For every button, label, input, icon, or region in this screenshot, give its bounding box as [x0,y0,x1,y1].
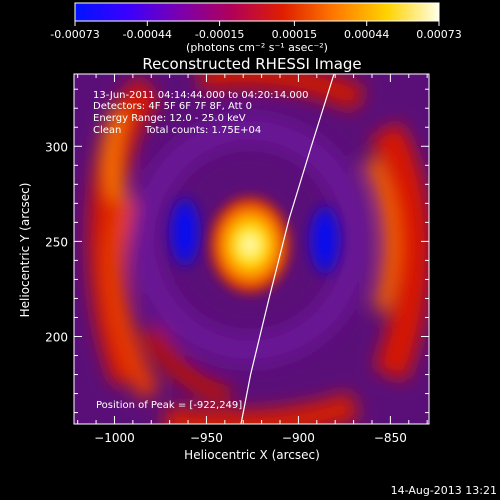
heatmap-blue-lobes [169,198,341,274]
colorbar-ticks: -0.00073 -0.00044 -0.00015 0.00015 0.00044 0.… [50,21,462,41]
annotation-block: 13-Jun-2011 04:14:44.000 to 04:20:14.000… [93,90,309,411]
heatmap-ring [88,74,429,424]
colorbar-tick-label: 0.00015 [272,28,318,41]
colorbar-units-label: (photons cm⁻² s⁻¹ asec⁻²) [186,41,328,54]
plot-frame [73,73,430,425]
colorbar-tick-label: -0.00073 [50,28,99,41]
colorbar-tick-label: -0.00044 [123,28,172,41]
time-range-text: 13-Jun-2011 04:14:44.000 to 04:20:14.000 [93,90,309,101]
heatmap-image [74,74,429,424]
y-tick-label: 300 [45,140,68,154]
chart-title: Reconstructed RHESSI Image [142,55,361,73]
total-counts-text: Total counts: 1.75E+04 [144,125,261,136]
x-tick-label: −1000 [94,431,135,445]
peak-position-text: Position of Peak = [-922,249] [96,400,242,411]
energy-range-text: Energy Range: 12.0 - 25.0 keV [93,113,246,124]
plot-timestamp: 14-Aug-2013 13:21 [391,484,497,497]
colorbar-tick-label: 0.00073 [416,28,462,41]
colorbar-tick-label: 0.00044 [344,28,390,41]
method-text: Clean [93,125,121,136]
x-tick-label: −950 [190,431,223,445]
x-tick-label: −900 [282,431,315,445]
y-tick-label: 250 [45,235,68,249]
axis-ticks: −1000 −950 −900 −850 200 250 300 [45,74,429,445]
x-tick-label: −850 [374,431,407,445]
heatmap-core [210,197,290,293]
x-axis-label: Heliocentric X (arcsec) [184,448,320,462]
y-tick-label: 200 [45,331,68,345]
y-axis-label: Heliocentric Y (arcsec) [18,183,32,318]
solar-limb-curve [240,74,335,424]
colorbar-tick-label: -0.00015 [195,28,244,41]
detectors-text: Detectors: 4F 5F 6F 7F 8F, Att 0 [93,101,252,112]
colorbar [74,2,440,22]
